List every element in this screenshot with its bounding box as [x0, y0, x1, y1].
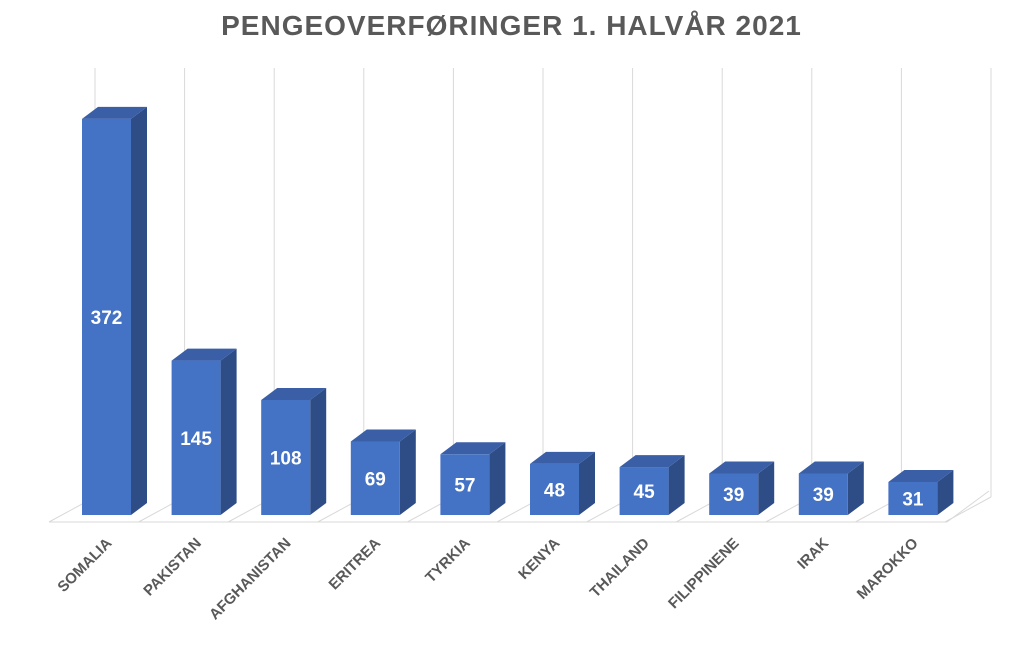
bar-group: 48: [530, 451, 595, 515]
category-label: KENYA: [515, 535, 563, 583]
bar-group: 69: [350, 429, 416, 515]
bar-side: [937, 469, 954, 515]
data-label: 145: [180, 429, 212, 450]
bar-top: [619, 455, 685, 468]
data-label: 39: [723, 485, 744, 506]
bar-top: [798, 461, 864, 474]
data-label: 57: [454, 476, 475, 497]
bar: [82, 118, 131, 515]
bar-group: 145: [171, 348, 237, 515]
data-label: 31: [902, 489, 924, 510]
floor-divider: [944, 496, 992, 523]
bar-group: 57: [440, 442, 506, 515]
bar-group: 45: [619, 455, 685, 515]
bar-side: [579, 451, 595, 515]
bar-group: 372: [82, 106, 147, 515]
category-label: MAROKKO: [854, 535, 922, 603]
data-label: 45: [634, 482, 656, 503]
bar-side: [489, 442, 506, 515]
category-label: PAKISTAN: [140, 535, 205, 600]
bar: [261, 399, 311, 515]
bar: [888, 481, 938, 515]
category-label: TYRKIA: [422, 535, 474, 587]
bar: [171, 360, 221, 515]
bar-top: [530, 451, 595, 464]
bar: [798, 473, 848, 515]
bar-top: [888, 469, 954, 482]
category-label: FILIPPINENE: [665, 535, 742, 612]
category-label: THAILAND: [587, 535, 653, 601]
chart-title: PENGEOVERFØRINGER 1. HALVÅR 2021: [221, 10, 802, 41]
bar-group: 31: [888, 469, 954, 515]
bar-group: 39: [798, 461, 864, 515]
bar-top: [171, 348, 237, 361]
bar-group: 108: [261, 387, 327, 515]
bar-group: 39: [709, 461, 775, 515]
data-label: 69: [365, 469, 386, 490]
bar: [619, 467, 669, 515]
bar-side: [668, 455, 685, 515]
category-label: IRAK: [794, 535, 832, 573]
bar-side: [220, 348, 237, 515]
category-label: AFGHANISTAN: [206, 535, 294, 623]
data-label: 48: [544, 480, 565, 501]
data-label: 372: [91, 308, 123, 329]
bar-top: [350, 429, 416, 442]
bar-top: [440, 442, 506, 455]
data-label: 39: [813, 485, 834, 506]
bar-top: [82, 106, 147, 119]
category-label: ERITREA: [326, 535, 385, 594]
category-label: SOMALIA: [54, 535, 115, 596]
data-label: 108: [270, 448, 302, 469]
bar-side: [131, 106, 147, 515]
bar-side: [310, 387, 327, 515]
bar-side: [847, 461, 864, 515]
bar-top: [261, 387, 327, 400]
bar: [440, 454, 490, 515]
bar: [709, 473, 759, 515]
bar-top: [709, 461, 775, 474]
gridlines: [94, 68, 992, 497]
bar: [350, 441, 400, 515]
bar-side: [399, 429, 416, 515]
bar-side: [758, 461, 775, 515]
bar: [530, 463, 579, 515]
